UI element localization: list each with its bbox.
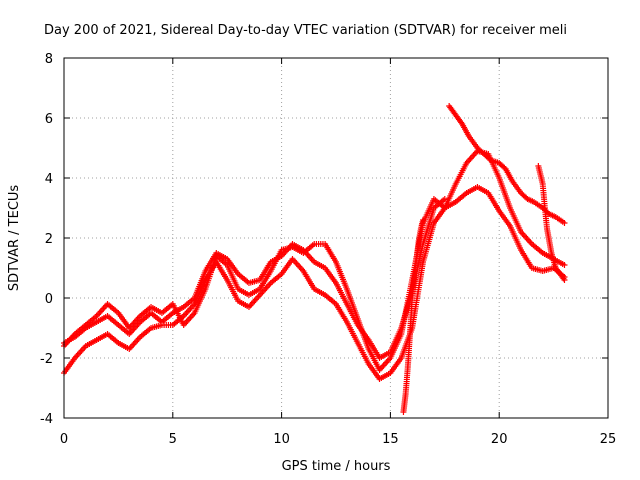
series-track-2 — [61, 148, 568, 382]
data-point — [441, 196, 448, 202]
y-tick-label: -2 — [40, 352, 53, 367]
series-track-3 — [61, 196, 448, 361]
y-tick-label: 6 — [45, 112, 53, 127]
x-axis-label: GPS time / hours — [282, 459, 391, 474]
x-tick-label: 10 — [273, 432, 290, 447]
y-tick-label: 8 — [45, 52, 53, 67]
data-point — [420, 217, 427, 223]
data-point — [561, 262, 568, 268]
data-point — [486, 155, 493, 162]
data-points — [61, 103, 568, 415]
x-tick-label: 20 — [491, 432, 508, 447]
x-tick-label: 0 — [60, 432, 68, 447]
data-point — [561, 277, 568, 283]
y-tick-label: 4 — [45, 172, 53, 187]
x-tick-label: 5 — [169, 432, 177, 447]
series-track-6 — [535, 163, 568, 283]
plot-frame — [63, 57, 609, 419]
y-tick-label: -4 — [40, 412, 53, 427]
x-tick-label: 15 — [382, 432, 399, 447]
series-track-1 — [61, 184, 568, 373]
x-tick-label: 25 — [600, 432, 617, 447]
y-tick-label: 0 — [45, 292, 53, 307]
data-point — [561, 220, 568, 226]
grid — [64, 58, 608, 418]
y-tick-label: 2 — [45, 232, 53, 247]
series-track-5 — [400, 217, 427, 415]
chart-title: Day 200 of 2021, Sidereal Day-to-day VTE… — [44, 23, 567, 38]
y-axis-label: SDTVAR / TECUs — [7, 185, 22, 292]
